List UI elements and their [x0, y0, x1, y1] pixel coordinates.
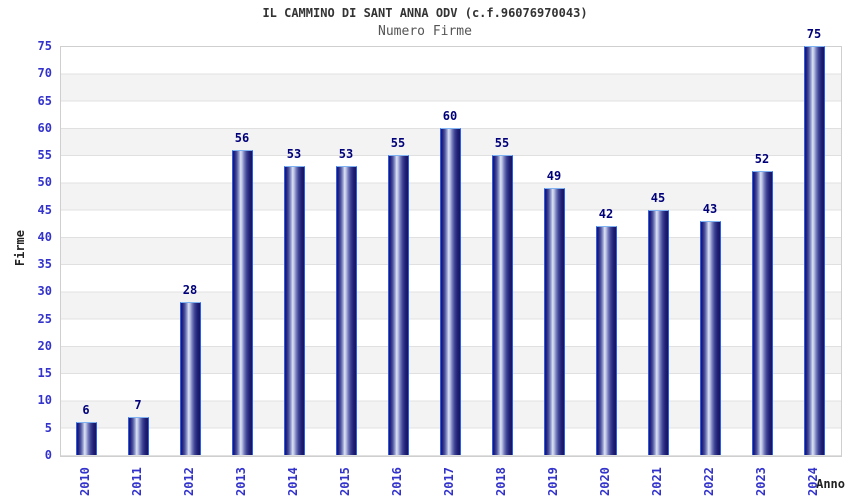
x-tick-label: 2019	[546, 467, 560, 496]
bar-value-label: 6	[82, 403, 90, 418]
bar-value-label: 53	[286, 146, 302, 161]
bar-2016	[387, 155, 409, 455]
x-tick-label: 2014	[286, 467, 300, 496]
bar-value-label: 55	[390, 136, 406, 151]
y-tick-label: 55	[37, 148, 52, 163]
x-tick-label: 2012	[182, 467, 196, 496]
bar-2017	[439, 127, 461, 455]
bar-2018	[491, 155, 513, 455]
y-tick-label: 65	[37, 93, 52, 108]
x-tick-label: 2017	[442, 467, 456, 496]
x-tick-label: 2013	[234, 467, 248, 496]
y-tick-label: 50	[37, 175, 52, 190]
bar-2015	[335, 165, 357, 455]
x-tick-label: 2020	[598, 467, 612, 496]
x-tick-label: 2010	[78, 467, 92, 496]
bar-value-label: 53	[338, 146, 354, 161]
bar-value-label: 60	[442, 108, 458, 123]
bar-2020	[595, 225, 617, 455]
y-tick-label: 20	[37, 338, 52, 353]
y-tick-label: 0	[44, 448, 52, 462]
bar-2023	[751, 171, 773, 455]
y-tick-label: 25	[37, 311, 52, 326]
y-tick-label: 60	[37, 120, 52, 135]
bar-value-label: 45	[650, 190, 666, 205]
chart-subtitle: Numero Firme	[378, 24, 472, 39]
y-tick-label: 5	[44, 420, 52, 435]
bar-2024	[803, 46, 825, 455]
y-tick-label: 75	[37, 39, 52, 53]
y-tick-label: 45	[37, 202, 52, 217]
bar-2014	[283, 165, 305, 455]
bar-2012	[179, 302, 201, 455]
bar-value-label: 49	[546, 168, 562, 183]
y-tick-label: 15	[37, 366, 52, 381]
bar-value-label: 42	[598, 206, 614, 221]
bar-value-label: 43	[702, 201, 718, 216]
x-tick-label: 2015	[338, 467, 352, 496]
bar-value-label: 55	[494, 136, 510, 151]
bar-value-label: 56	[234, 130, 250, 145]
x-tick-label: 2022	[702, 467, 716, 496]
y-tick-label: 10	[37, 393, 52, 408]
x-tick-label: 2018	[494, 467, 508, 496]
bar-2010	[75, 422, 97, 455]
bar-2013	[231, 149, 253, 455]
bar-value-label: 28	[182, 283, 198, 298]
chart-title: IL CAMMINO DI SANT ANNA ODV (c.f.9607697…	[262, 6, 588, 20]
bar-2021	[647, 209, 669, 455]
x-tick-label: 2011	[130, 467, 144, 496]
x-tick-label: 2021	[650, 467, 664, 496]
bar-value-label: 7	[134, 397, 142, 412]
x-tick-label: 2023	[754, 467, 768, 496]
y-tick-label: 35	[37, 257, 52, 272]
bar-2011	[127, 416, 149, 455]
bar-2022	[699, 220, 721, 455]
bar-value-label: 75	[806, 27, 822, 41]
x-tick-label: 2016	[390, 467, 404, 496]
bar-value-label: 52	[754, 152, 770, 167]
y-tick-label: 40	[37, 229, 52, 244]
y-axis-label: Firme	[13, 230, 27, 267]
bar-2019	[543, 187, 565, 455]
y-tick-label: 70	[37, 66, 52, 81]
x-axis-label: Anno	[816, 477, 845, 491]
y-tick-label: 30	[37, 284, 52, 299]
